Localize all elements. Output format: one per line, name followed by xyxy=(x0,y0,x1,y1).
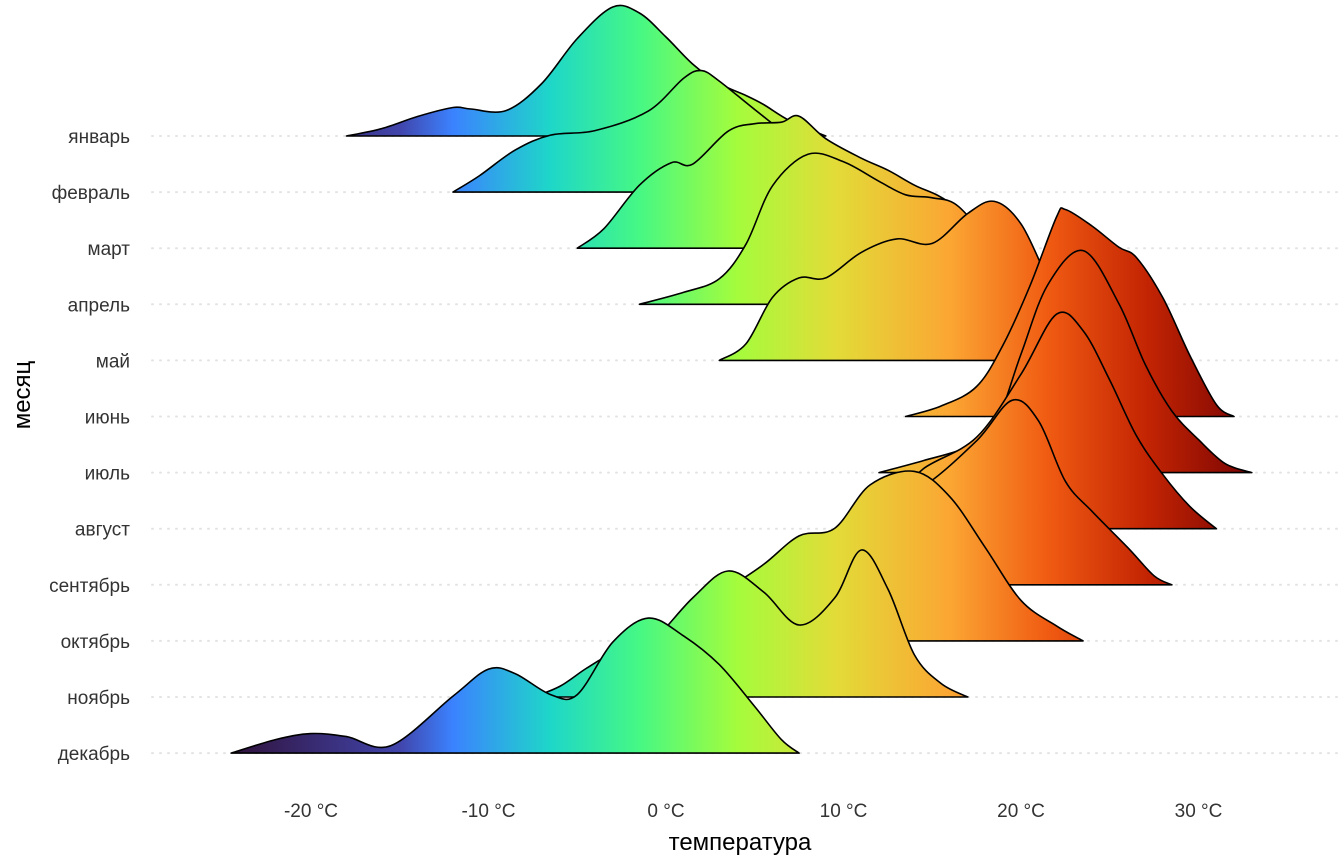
x-tick-label: 20 °C xyxy=(997,801,1045,822)
month-label: декабрь xyxy=(58,744,130,765)
month-label: июль xyxy=(85,464,131,485)
month-label: март xyxy=(88,239,131,260)
x-tick-label: -20 °C xyxy=(284,801,338,822)
x-tick-label: 10 °C xyxy=(820,801,868,822)
month-label: апрель xyxy=(68,295,130,316)
x-tick-label: 0 °C xyxy=(647,801,684,822)
month-label: май xyxy=(96,351,130,372)
ridge-density-12 xyxy=(230,617,800,754)
x-tick-label: 30 °C xyxy=(1175,801,1223,822)
month-label: июнь xyxy=(85,408,130,429)
month-label: февраль xyxy=(52,183,131,204)
x-axis-tick-labels: -20 °C -10 °C 0 °C 10 °C 20 °C 30 °C xyxy=(284,801,1222,822)
month-label: сентябрь xyxy=(49,576,130,597)
month-label: ноябрь xyxy=(67,688,130,709)
x-axis-title: температура xyxy=(669,829,812,856)
month-label: август xyxy=(75,520,130,541)
ridges xyxy=(230,4,1253,754)
month-label: октябрь xyxy=(61,632,131,653)
y-axis-title: месяц xyxy=(9,360,36,429)
x-tick-label: -10 °C xyxy=(461,801,515,822)
month-label: январь xyxy=(68,127,130,148)
y-axis-tick-labels: январь февраль март апрель май июнь июль август… xyxy=(49,127,130,765)
